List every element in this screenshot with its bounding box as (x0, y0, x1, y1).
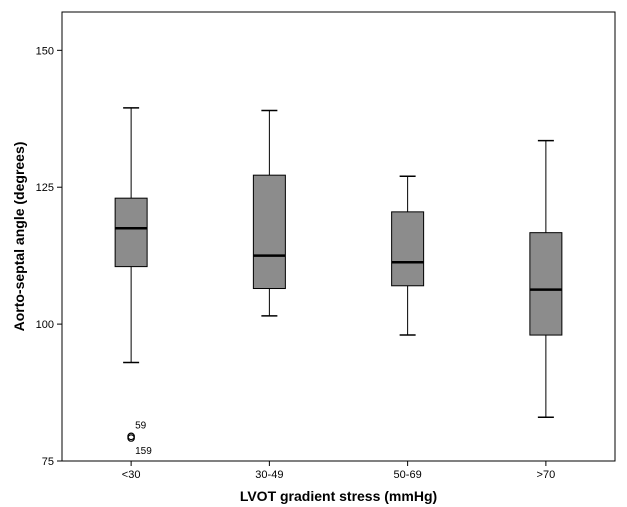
x-tick-label: 50-69 (394, 469, 422, 481)
box-1 (114, 107, 148, 364)
iqr-box (114, 197, 148, 268)
box-3 (391, 175, 425, 336)
outlier-label: 59 (135, 420, 147, 431)
y-axis: 75 100 125 150 (36, 45, 62, 468)
x-axis: <30 30-49 50-69 >70 (122, 461, 555, 481)
iqr-box (529, 232, 563, 336)
boxes (114, 107, 563, 418)
y-tick-label: 75 (42, 456, 54, 468)
y-axis-title: Aorto-septal angle (degrees) (11, 142, 27, 332)
x-axis-title: LVOT gradient stress (mmHg) (240, 488, 437, 504)
plot-frame (61, 11, 616, 462)
outlier-label: 159 (135, 446, 152, 457)
iqr-box (391, 211, 425, 287)
x-tick-label: 30-49 (255, 469, 283, 481)
x-tick-label: <30 (122, 469, 141, 481)
x-tick-label: >70 (537, 469, 556, 481)
outlier-marker (127, 434, 135, 442)
y-tick-label: 100 (36, 319, 54, 331)
y-tick-label: 150 (36, 45, 54, 57)
box-4 (529, 139, 563, 418)
iqr-box (252, 174, 286, 290)
y-tick-label: 125 (36, 182, 54, 194)
plot-border (61, 11, 616, 462)
box-2 (252, 109, 286, 317)
outliers: 59 159 (127, 420, 152, 457)
